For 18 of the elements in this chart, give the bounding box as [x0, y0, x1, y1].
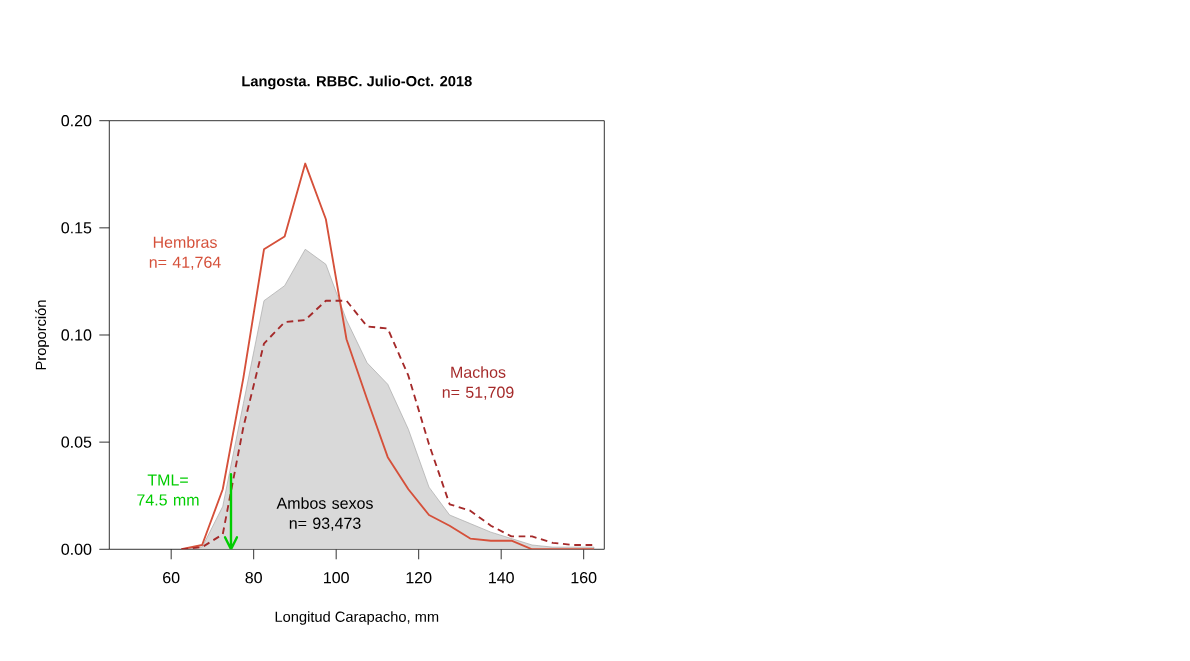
x-axis-title: Longitud Carapacho, mm: [275, 611, 439, 625]
y-tick-label: 0.10: [61, 329, 92, 341]
y-tick-label: 0.15: [61, 222, 92, 234]
series-label: Machos n= 51,709: [442, 366, 514, 400]
x-tick-label: 120: [406, 572, 432, 584]
text: Hembras n= 41,764: [149, 236, 221, 270]
x-tick-label: 60: [163, 572, 180, 584]
x-tick-label: 160: [571, 572, 597, 584]
y-axis-title: Proporción: [35, 300, 49, 370]
y-tick-label: 0.20: [61, 115, 92, 127]
y-tick-label: 0.05: [61, 436, 92, 448]
x-tick-label: 100: [324, 572, 349, 584]
series-label: Ambos sexos n= 93,473: [276, 497, 373, 531]
x-tick-label: 80: [245, 572, 262, 584]
x-tick-label: 140: [489, 572, 514, 584]
chart-title: Langosta. RBBC. Julio-Oct. 2018: [242, 75, 472, 90]
ref-line-label: TML= 74.5 mm: [137, 474, 199, 506]
y-tick-label: 0.00: [61, 543, 92, 555]
